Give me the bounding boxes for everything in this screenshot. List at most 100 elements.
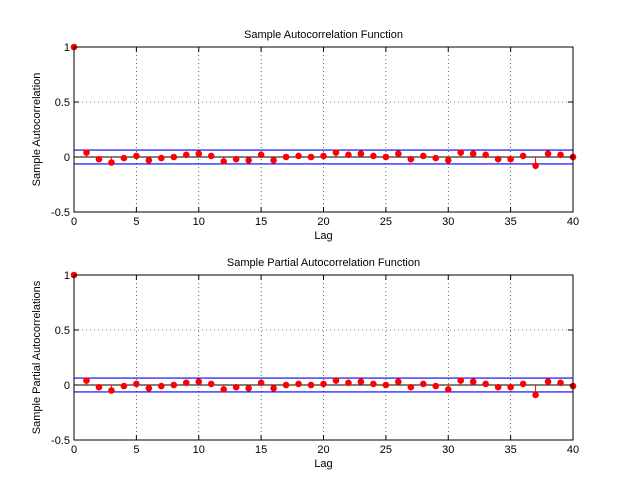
data-point bbox=[482, 151, 489, 159]
data-point bbox=[182, 379, 190, 387]
data-point bbox=[494, 155, 502, 163]
data-point bbox=[108, 159, 115, 166]
data-point bbox=[420, 152, 427, 160]
data-point bbox=[432, 154, 440, 162]
y-tick-label: 0.5 bbox=[55, 325, 70, 337]
x-tick-label: 30 bbox=[442, 216, 454, 228]
data-point bbox=[320, 152, 327, 160]
data-point bbox=[357, 150, 365, 157]
data-point bbox=[532, 391, 539, 399]
data-point bbox=[332, 149, 340, 156]
data-point bbox=[295, 152, 302, 160]
data-point bbox=[232, 383, 240, 391]
data-point bbox=[407, 155, 415, 163]
data-point bbox=[232, 155, 240, 163]
data-point bbox=[158, 154, 165, 162]
data-point bbox=[108, 387, 115, 394]
x-tick-label: 25 bbox=[380, 444, 392, 456]
data-point bbox=[195, 150, 203, 157]
x-tick-label: 35 bbox=[505, 216, 517, 228]
x-tick-label: 0 bbox=[71, 216, 77, 228]
data-point bbox=[257, 379, 265, 387]
x-tick-label: 25 bbox=[380, 216, 392, 228]
data-point bbox=[120, 154, 128, 162]
x-tick-label: 35 bbox=[505, 444, 517, 456]
x-tick-label: 10 bbox=[193, 216, 205, 228]
data-point bbox=[519, 152, 527, 160]
data-point bbox=[145, 385, 153, 392]
data-point bbox=[444, 386, 452, 393]
data-point bbox=[382, 381, 390, 389]
x-tick-label: 5 bbox=[133, 444, 139, 456]
data-point bbox=[83, 149, 90, 156]
y-tick-label: 0.5 bbox=[55, 97, 70, 109]
y-tick-label: -0.5 bbox=[51, 435, 70, 447]
data-point bbox=[145, 157, 153, 164]
data-point bbox=[345, 379, 352, 387]
x-tick-label: 5 bbox=[133, 216, 139, 228]
data-point bbox=[133, 380, 140, 388]
data-point bbox=[557, 379, 564, 387]
x-axis-label: Lag bbox=[314, 230, 332, 242]
x-axis-label: Lag bbox=[314, 458, 332, 470]
data-point bbox=[519, 380, 527, 388]
data-point bbox=[95, 383, 103, 391]
chart-title: Sample Partial Autocorrelation Function bbox=[227, 257, 420, 269]
x-tick-label: 20 bbox=[317, 216, 329, 228]
data-point bbox=[83, 377, 90, 384]
x-tick-label: 30 bbox=[442, 444, 454, 456]
data-point bbox=[158, 382, 165, 390]
data-point bbox=[195, 378, 203, 386]
data-point bbox=[270, 157, 277, 164]
y-tick-label: -0.5 bbox=[51, 207, 70, 219]
x-tick-label: 0 bbox=[71, 444, 77, 456]
data-point bbox=[544, 150, 552, 157]
data-point bbox=[432, 382, 440, 390]
y-tick-label: 1 bbox=[64, 270, 70, 282]
data-point bbox=[507, 155, 514, 163]
x-tick-label: 10 bbox=[193, 444, 205, 456]
data-point bbox=[307, 153, 315, 161]
data-point bbox=[320, 380, 327, 388]
data-point bbox=[282, 153, 290, 161]
data-point bbox=[544, 378, 552, 386]
data-point bbox=[469, 150, 477, 157]
data-point bbox=[482, 380, 489, 388]
data-point bbox=[95, 155, 103, 163]
data-point bbox=[382, 153, 390, 161]
plot-area bbox=[74, 47, 573, 212]
data-point bbox=[207, 380, 215, 388]
data-point bbox=[494, 383, 502, 391]
x-tick-label: 15 bbox=[255, 444, 267, 456]
data-point bbox=[395, 378, 402, 386]
data-point bbox=[295, 380, 302, 388]
data-point bbox=[357, 378, 365, 386]
data-point bbox=[307, 381, 315, 389]
data-point bbox=[420, 380, 427, 388]
x-tick-label: 20 bbox=[317, 444, 329, 456]
data-point bbox=[407, 383, 415, 391]
y-axis-label: Sample Partial Autocorrelations bbox=[31, 280, 43, 434]
chart-title: Sample Autocorrelation Function bbox=[244, 29, 403, 41]
data-point bbox=[182, 151, 190, 159]
data-point bbox=[245, 157, 252, 164]
y-tick-label: 0 bbox=[64, 152, 70, 164]
data-point bbox=[469, 378, 477, 386]
data-point bbox=[370, 380, 377, 388]
data-point bbox=[345, 151, 352, 159]
data-point bbox=[270, 385, 277, 392]
data-point bbox=[282, 381, 290, 389]
data-point bbox=[120, 382, 128, 390]
data-point bbox=[557, 151, 564, 159]
data-point bbox=[170, 153, 178, 161]
data-point bbox=[133, 152, 140, 160]
data-point bbox=[370, 152, 377, 160]
data-point bbox=[457, 377, 465, 384]
data-point bbox=[245, 385, 252, 392]
x-tick-label: 40 bbox=[567, 444, 579, 456]
data-point bbox=[207, 152, 215, 160]
plot-area bbox=[74, 275, 573, 440]
y-tick-label: 0 bbox=[64, 380, 70, 392]
